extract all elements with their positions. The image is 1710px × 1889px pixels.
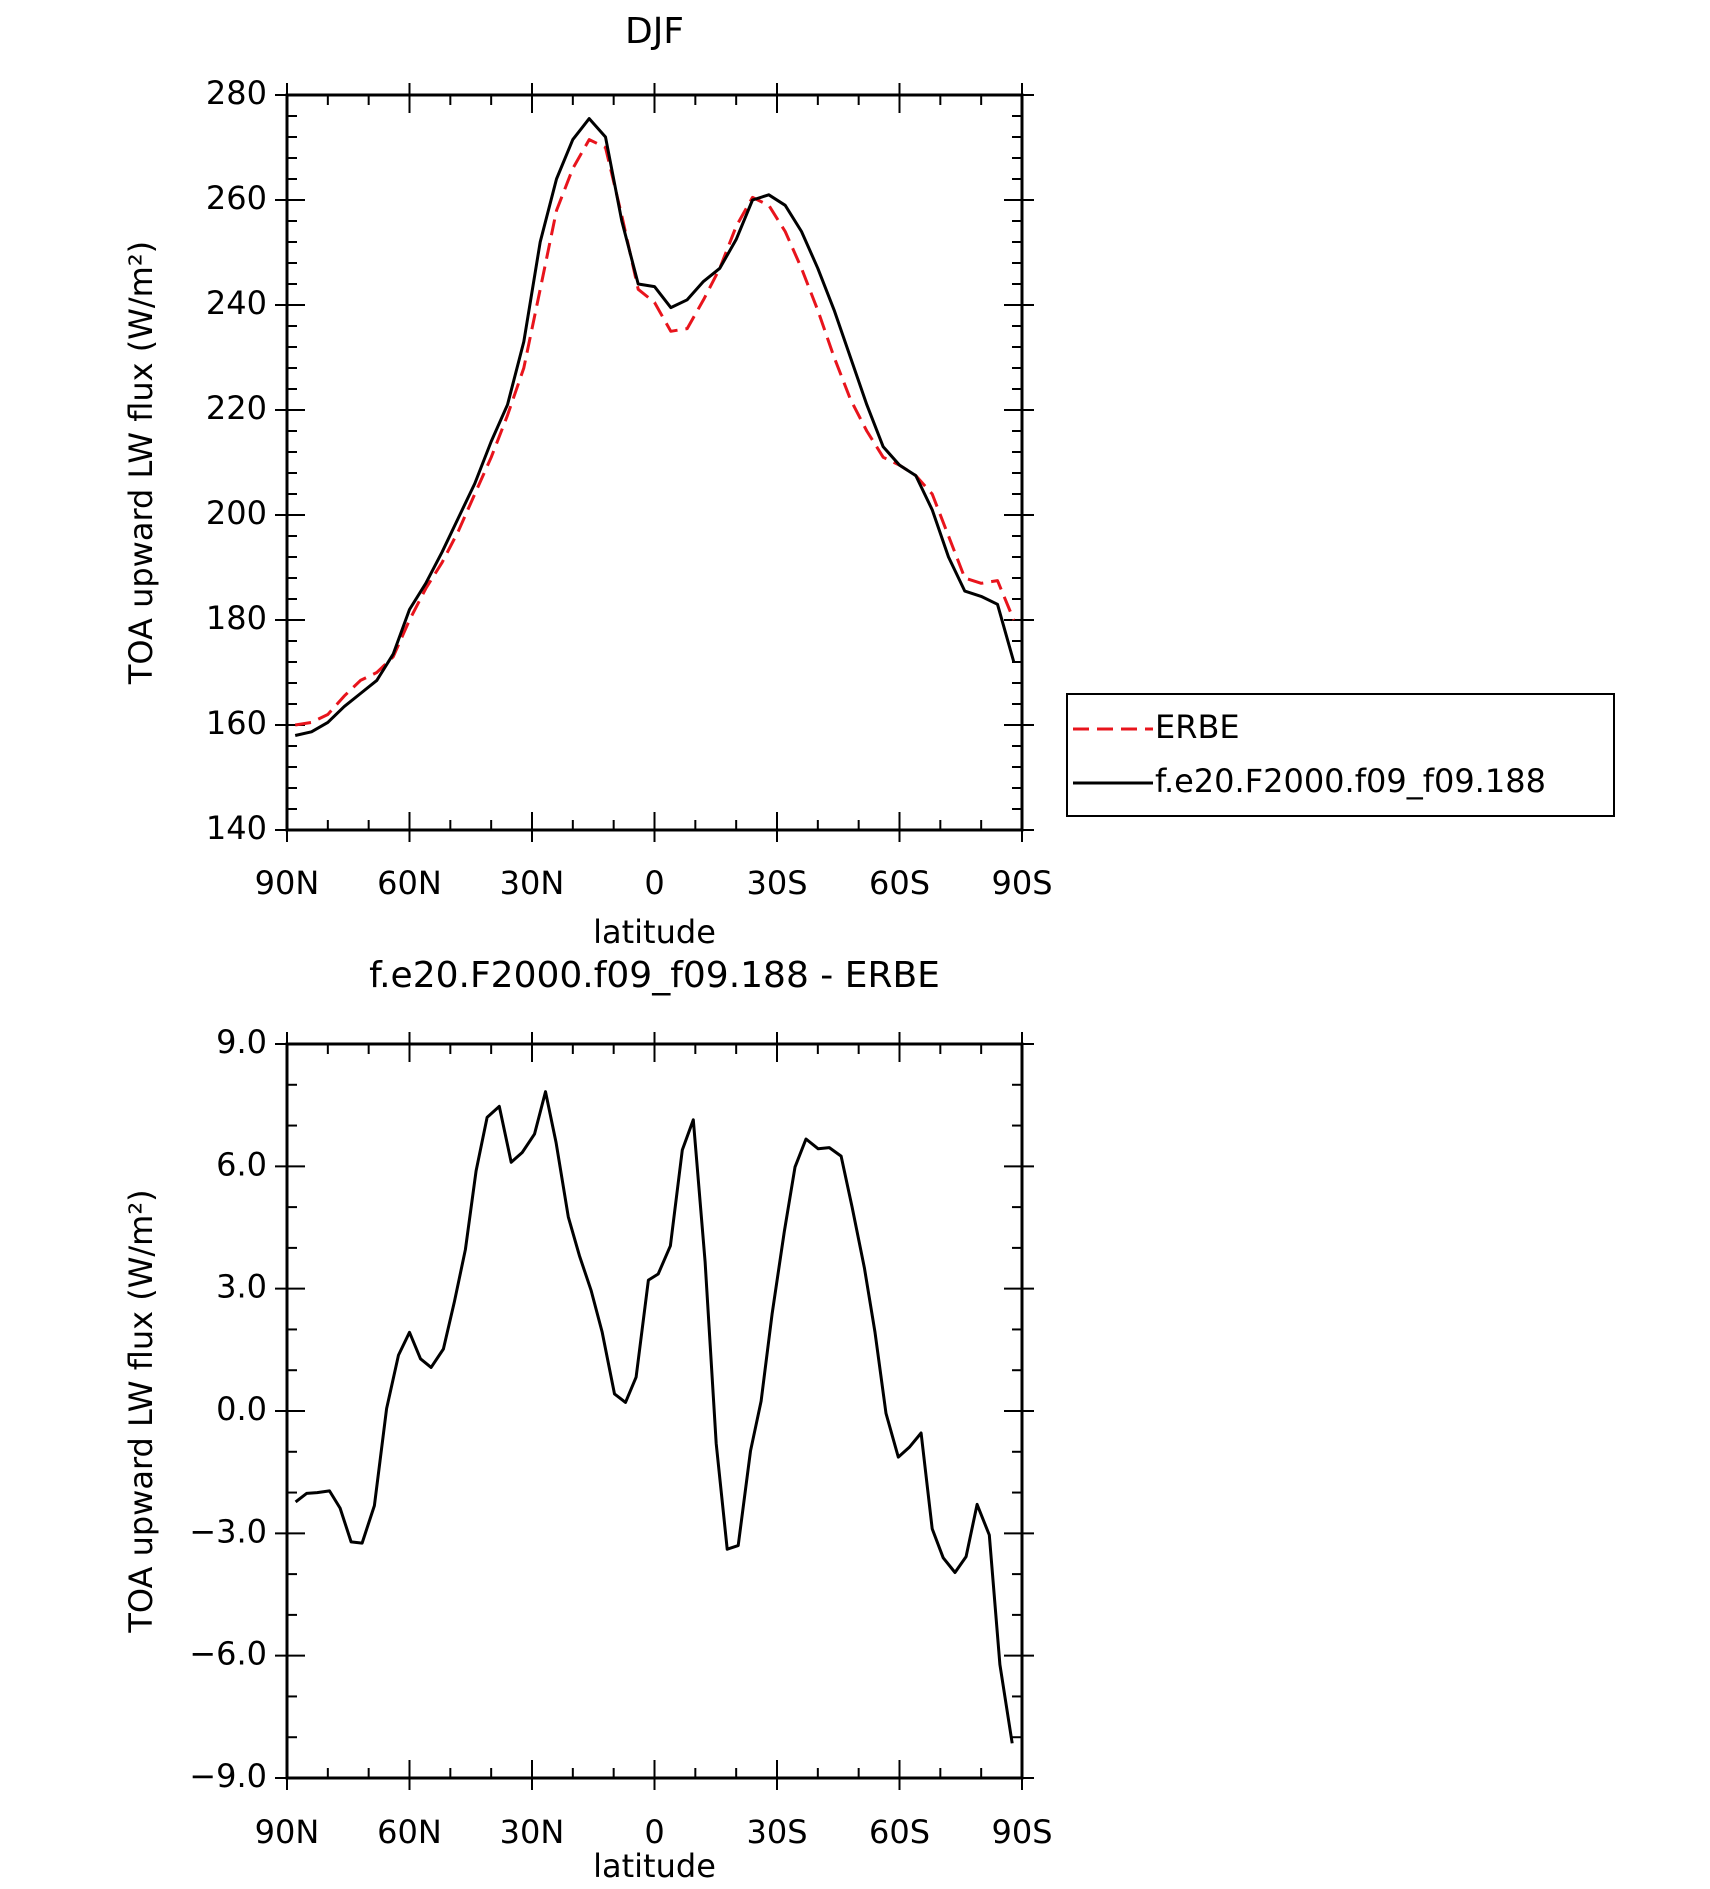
y-tick-label: 220 (206, 389, 267, 427)
y-axis-label: TOA upward LW flux (W/m²) (122, 1189, 160, 1633)
x-tick-label: 90N (255, 1813, 320, 1851)
x-tick-label: 90S (991, 1813, 1052, 1851)
x-tick-label: 0 (644, 1813, 664, 1851)
y-tick-label: 0.0 (216, 1390, 267, 1428)
y-tick-label: 6.0 (216, 1145, 267, 1183)
x-tick-label: 0 (644, 864, 664, 902)
y-tick-label: 140 (206, 809, 267, 847)
legend-box (1066, 693, 1615, 817)
x-tick-label: 60N (377, 1813, 442, 1851)
y-axis-label: TOA upward LW flux (W/m²) (122, 241, 160, 685)
x-tick-label: 30N (500, 864, 565, 902)
plot-frame (285, 1042, 1024, 1780)
plot-frame (285, 93, 1024, 832)
x-axis-label: latitude (593, 1847, 716, 1885)
chart-title: DJF (625, 11, 684, 52)
data-line (294, 138, 1016, 727)
x-tick-label: 60N (377, 864, 442, 902)
y-tick-label: 260 (206, 179, 267, 217)
y-tick-label: 160 (206, 704, 267, 742)
y-tick-label: 200 (206, 494, 267, 532)
x-tick-label: 60S (869, 864, 930, 902)
x-tick-label: 90N (255, 864, 320, 902)
legend-label: f.e20.F2000.f09_f09.188 (1155, 762, 1546, 800)
y-tick-label: 3.0 (216, 1268, 267, 1306)
y-tick-label: 240 (206, 284, 267, 322)
y-tick-label: −3.0 (189, 1512, 267, 1550)
y-tick-label: −9.0 (189, 1757, 267, 1795)
x-tick-label: 60S (869, 1813, 930, 1851)
x-tick-label: 30N (500, 1813, 565, 1851)
legend-label: ERBE (1155, 708, 1240, 746)
y-tick-label: 280 (206, 74, 267, 112)
y-tick-label: −6.0 (189, 1635, 267, 1673)
data-line (294, 117, 1016, 737)
x-tick-label: 30S (746, 864, 807, 902)
y-tick-label: 180 (206, 599, 267, 637)
y-tick-label: 9.0 (216, 1023, 267, 1061)
data-line (294, 1090, 1014, 1744)
x-tick-label: 90S (991, 864, 1052, 902)
x-axis-label: latitude (593, 913, 716, 951)
chart-title: f.e20.F2000.f09_f09.188 - ERBE (369, 955, 940, 996)
x-tick-label: 30S (746, 1813, 807, 1851)
